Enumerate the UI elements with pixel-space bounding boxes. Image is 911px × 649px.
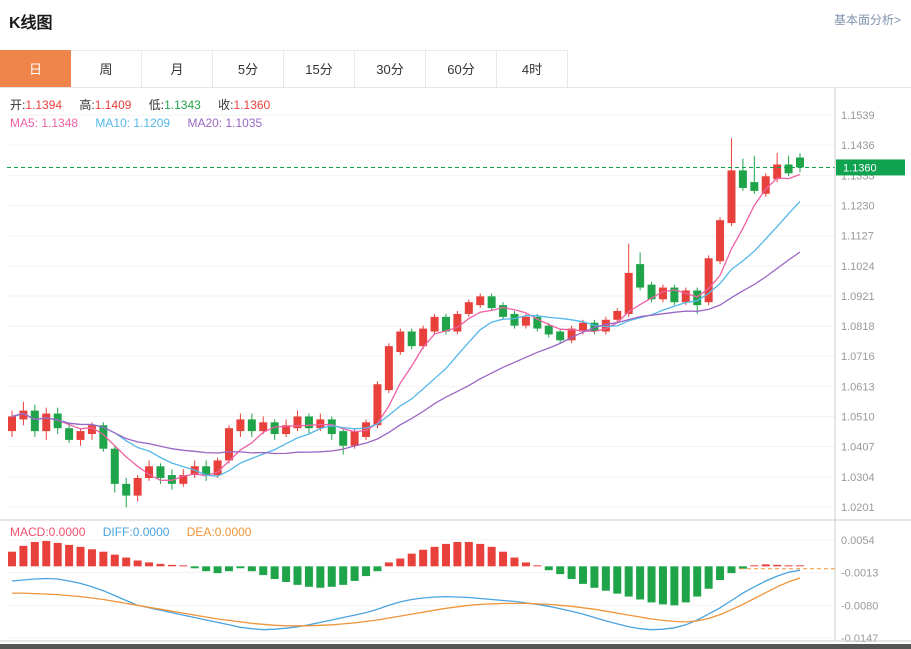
- ma20-line: [11, 251, 801, 455]
- header: K线图 基本面分析>: [0, 0, 911, 50]
- tab-week[interactable]: 周: [71, 50, 142, 87]
- svg-text:1.0304: 1.0304: [841, 472, 875, 484]
- svg-text:-0.0080: -0.0080: [841, 600, 878, 612]
- candles: [8, 138, 804, 508]
- svg-text:1.0407: 1.0407: [841, 442, 875, 454]
- ma5-line: [11, 173, 801, 481]
- svg-text:-0.0013: -0.0013: [841, 568, 878, 580]
- tab-4hour[interactable]: 4时: [497, 50, 568, 87]
- svg-text:1.1436: 1.1436: [841, 140, 875, 152]
- svg-text:1.1024: 1.1024: [841, 261, 875, 273]
- svg-text:1.1230: 1.1230: [841, 201, 875, 213]
- tab-60min[interactable]: 60分: [426, 50, 497, 87]
- svg-text:1.0716: 1.0716: [841, 351, 875, 363]
- svg-text:1.1539: 1.1539: [841, 110, 875, 122]
- ma10-line: [11, 200, 801, 477]
- tab-day[interactable]: 日: [0, 50, 71, 87]
- svg-text:1.0921: 1.0921: [841, 291, 875, 303]
- svg-text:1.1127: 1.1127: [841, 231, 874, 243]
- dea-line: [12, 577, 801, 627]
- chart-area: 开:1.1394 高:1.1409 低:1.1343 收:1.1360 MA5:…: [0, 88, 911, 644]
- svg-text:1.0510: 1.0510: [841, 411, 875, 423]
- svg-text:1.0201: 1.0201: [841, 502, 875, 514]
- svg-text:1.1360: 1.1360: [843, 162, 877, 174]
- svg-text:0.0054: 0.0054: [841, 535, 875, 547]
- price-axis-labels: 1.15391.14361.13331.12301.11271.10241.09…: [841, 110, 878, 644]
- tab-month[interactable]: 月: [142, 50, 213, 87]
- tab-bar: 日周月 5分 15分 30分 60分 4时: [0, 50, 911, 88]
- svg-text:-0.0147: -0.0147: [841, 633, 878, 644]
- tab-5min[interactable]: 5分: [213, 50, 284, 87]
- macd-histogram: [8, 540, 804, 606]
- current-price-tag: 1.1360: [836, 159, 905, 176]
- fundamental-analysis-link[interactable]: 基本面分析>: [833, 13, 901, 27]
- svg-text:1.0818: 1.0818: [841, 321, 875, 333]
- tab-30min[interactable]: 30分: [355, 50, 426, 87]
- bottom-divider: [0, 644, 911, 649]
- kline-chart[interactable]: 1.15391.14361.13331.12301.11271.10241.09…: [0, 88, 911, 644]
- tab-15min[interactable]: 15分: [284, 50, 355, 87]
- page-title: K线图: [9, 15, 53, 32]
- svg-text:1.0613: 1.0613: [841, 381, 875, 393]
